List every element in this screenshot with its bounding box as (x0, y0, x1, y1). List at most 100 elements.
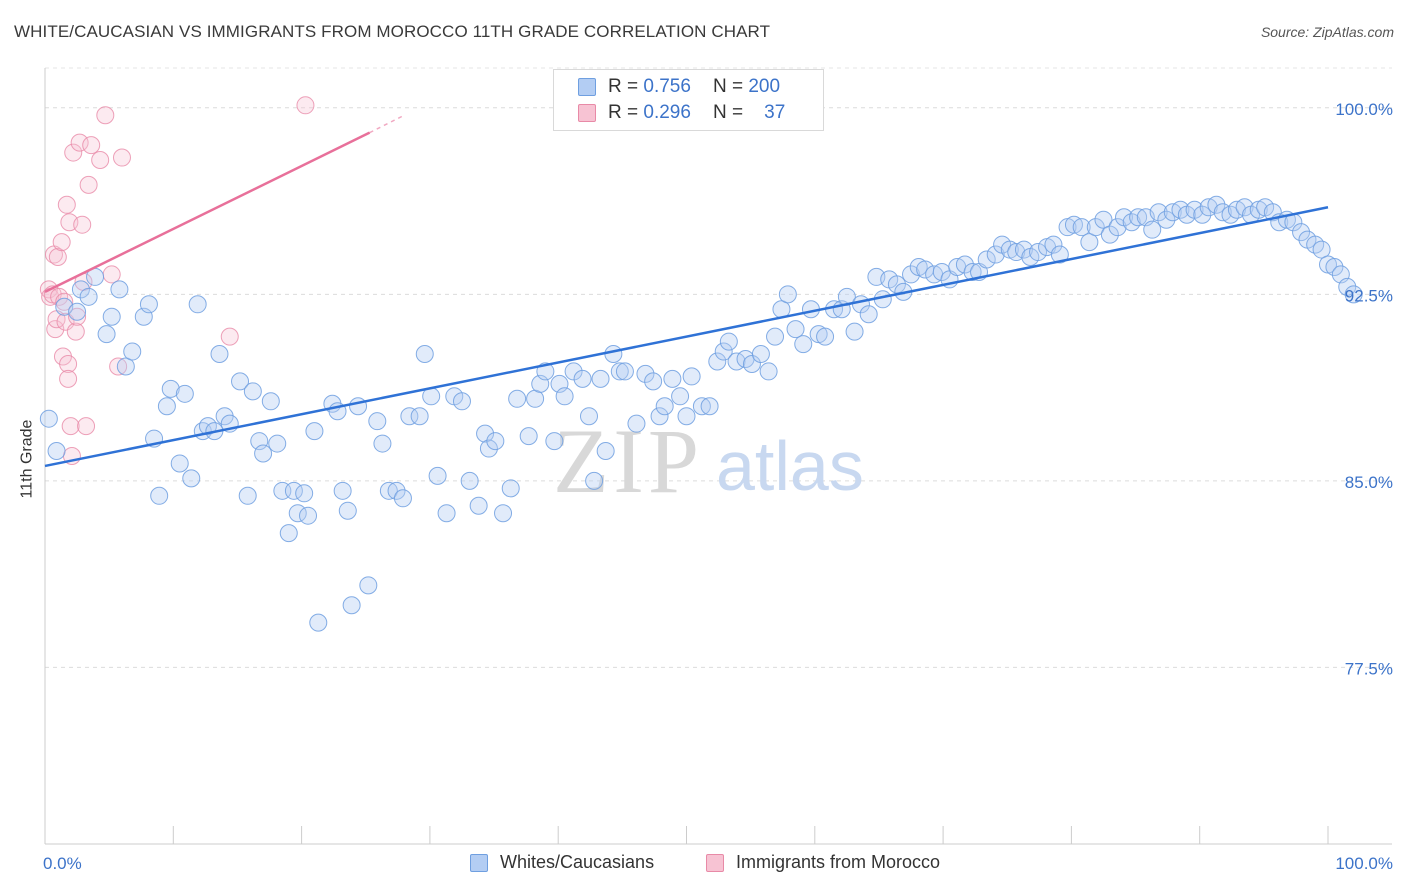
white-point (708, 352, 727, 371)
white-point (1157, 210, 1176, 229)
y-tick-label: 77.5% (1345, 659, 1393, 678)
white-point (97, 325, 116, 344)
morocco-point (50, 287, 69, 306)
white-point (170, 454, 189, 473)
bottom-legend-white: Whites/Caucasians (470, 852, 654, 873)
white-point (585, 471, 604, 490)
y-tick-label: 92.5% (1345, 286, 1393, 305)
legend-n-label: N = (712, 76, 744, 97)
morocco-point (68, 307, 87, 326)
white-point (579, 407, 598, 426)
white-point (955, 255, 974, 274)
white-point (700, 397, 719, 416)
white-point (545, 432, 564, 451)
morocco-point (77, 417, 96, 436)
morocco-trend-line (44, 131, 371, 293)
white-point (1143, 220, 1162, 239)
white-point (161, 379, 180, 398)
white-point (751, 345, 770, 364)
bottom-legend-morocco: Immigrants from Morocco (706, 852, 940, 873)
legend-swatch-morocco (578, 104, 596, 122)
white-point (368, 412, 387, 431)
white-point (573, 369, 592, 388)
white-point (759, 362, 778, 381)
white-point (615, 362, 634, 381)
white-point (175, 384, 194, 403)
morocco-trend-extension (369, 114, 405, 134)
tick-labels: 77.5% 85.0% 92.5% 100.0% 0.0% 100.0% (43, 100, 1393, 873)
correlation-legend: R = 0.756 N = 200 R = 0.296 N = 37 (553, 69, 824, 131)
white-point (243, 382, 262, 401)
legend-r-label: R = (608, 102, 639, 123)
legend-r-label: R = (608, 76, 639, 97)
morocco-point (91, 151, 110, 170)
white-point (437, 504, 456, 523)
legend-swatch-white (578, 78, 596, 96)
white-point (1325, 257, 1344, 276)
bottom-legend-morocco-label: Immigrants from Morocco (736, 852, 941, 872)
white-point (231, 372, 250, 391)
white-point (778, 285, 797, 304)
morocco-point (48, 248, 67, 267)
white-point (494, 504, 513, 523)
white-point (238, 486, 257, 505)
legend-r-value: 0.756 (643, 76, 691, 97)
morocco-point (59, 354, 78, 373)
white-point (1129, 208, 1148, 227)
x-tick-label: 100.0% (1335, 854, 1393, 873)
morocco-point (70, 133, 89, 152)
white-point (393, 489, 412, 508)
white-point (102, 307, 121, 326)
white-point (387, 481, 406, 500)
bottom-swatch-morocco (706, 853, 724, 872)
morocco-point (66, 322, 85, 341)
chart-title: WHITE/CAUCASIAN VS IMMIGRANTS FROM MOROC… (14, 22, 771, 41)
white-point (644, 372, 663, 391)
white-point (415, 345, 434, 364)
watermark-zip: ZIP (553, 410, 703, 512)
trend-lines (44, 114, 1329, 468)
white-point (692, 397, 711, 416)
white-point (1100, 225, 1119, 244)
legend-n-value: 200 (748, 76, 781, 97)
white-point (1207, 195, 1226, 214)
white-point (519, 427, 538, 446)
legend-row-white: R = 0.756 N = 200 (578, 75, 780, 99)
white-point (1235, 198, 1254, 217)
morocco-point (112, 148, 131, 167)
morocco-point (109, 357, 128, 376)
morocco-point (79, 175, 98, 194)
white-point (682, 367, 701, 386)
legend-row-morocco: R = 0.296 N = 37 (578, 101, 785, 125)
white-point (379, 481, 398, 500)
watermark-atlas: atlas (716, 427, 864, 505)
white-point (460, 471, 479, 490)
white-point (123, 342, 142, 361)
legend-n-value: 37 (764, 102, 786, 123)
white-point (476, 424, 495, 443)
white-point (428, 466, 447, 485)
white-point (1312, 240, 1331, 259)
white-point (677, 407, 696, 426)
white-point (766, 327, 785, 346)
white-point (1344, 285, 1363, 304)
white-point (859, 305, 878, 324)
morocco-point (296, 96, 315, 115)
white-point (655, 397, 674, 416)
white-point (663, 369, 682, 388)
morocco-point (59, 369, 78, 388)
white-point (268, 434, 287, 453)
white-point (305, 422, 324, 441)
white-point (1044, 235, 1063, 254)
white-point (1094, 210, 1113, 229)
white-point (288, 504, 307, 523)
morocco-point (96, 106, 115, 125)
white-point (486, 432, 505, 451)
y-tick-label: 100.0% (1335, 100, 1393, 119)
white-point (591, 369, 610, 388)
white-point (333, 481, 352, 500)
white-trend-line (44, 206, 1329, 468)
white-point (671, 387, 690, 406)
white-point (139, 295, 158, 314)
